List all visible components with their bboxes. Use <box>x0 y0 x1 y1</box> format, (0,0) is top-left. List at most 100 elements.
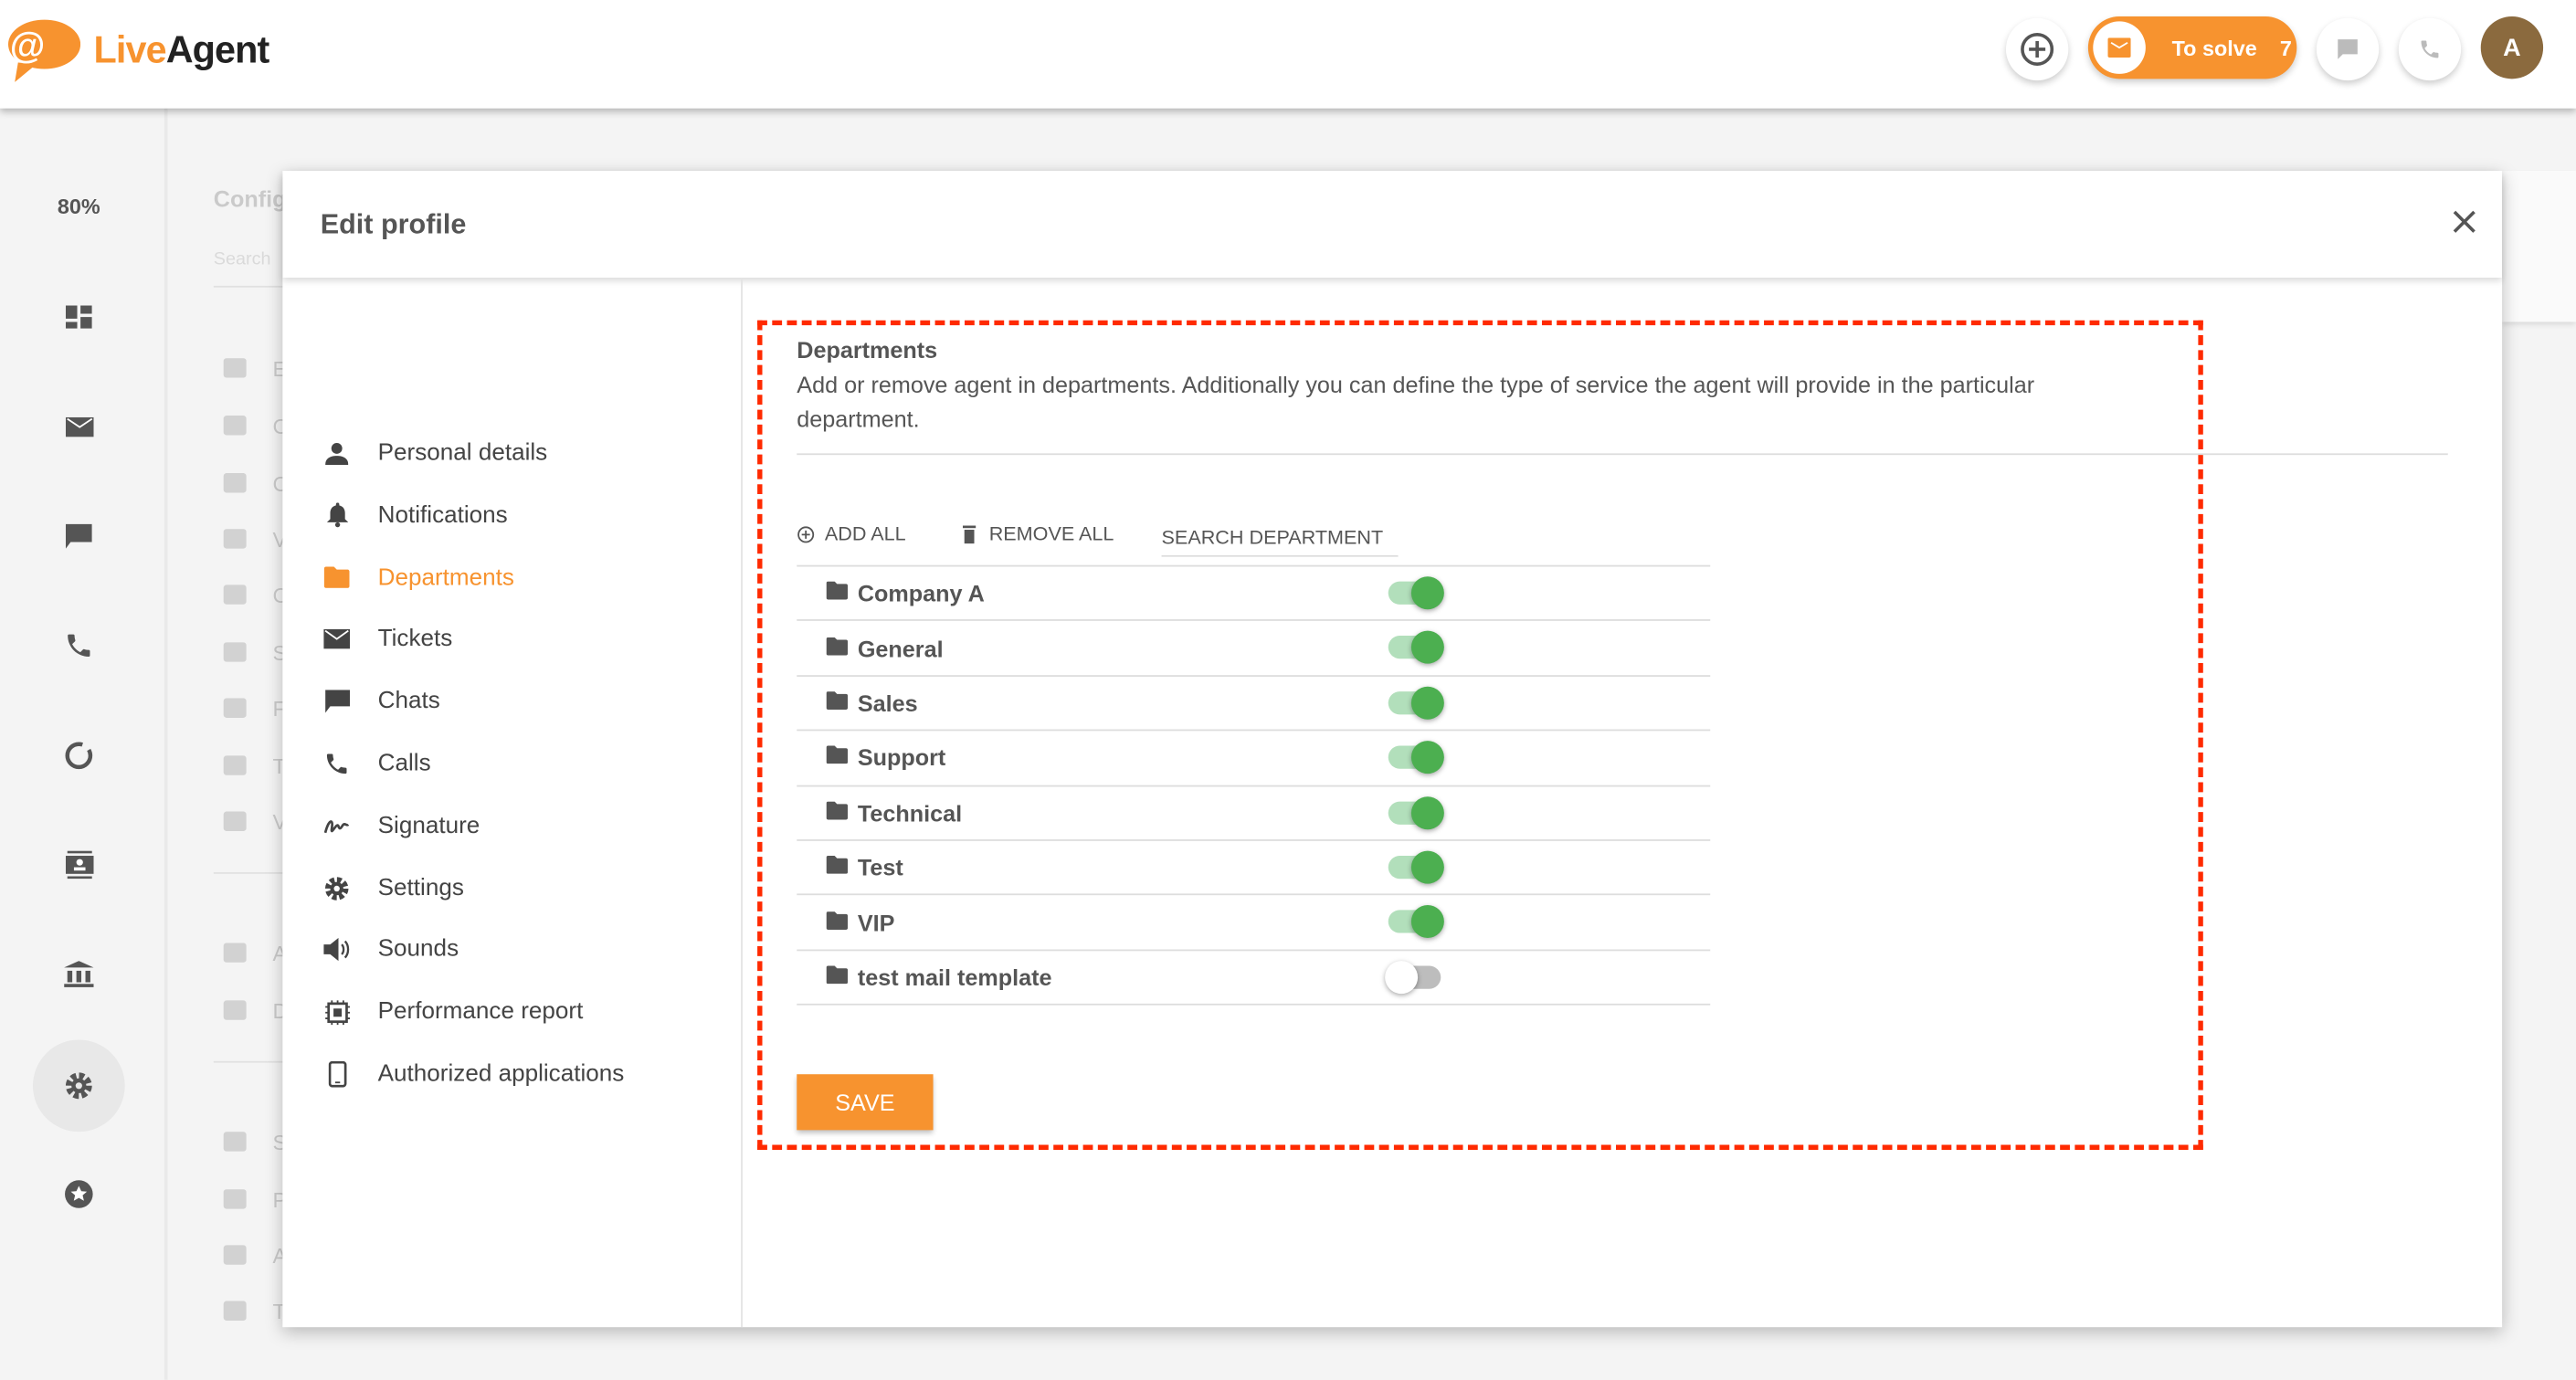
nav-item-signature[interactable]: Signature <box>322 806 480 846</box>
nav-item-tickets[interactable]: Tickets <box>322 620 452 659</box>
bell-icon <box>322 500 352 530</box>
config-item[interactable]: C <box>223 578 288 611</box>
twitter-icon <box>223 755 247 775</box>
knowledgebase-icon[interactable] <box>54 950 103 999</box>
config-item[interactable]: V <box>223 522 287 555</box>
remove-all-label: REMOVE ALL <box>988 521 1114 546</box>
config-item[interactable]: D <box>223 994 288 1027</box>
nav-item-label: Sounds <box>377 936 459 964</box>
department-toggle[interactable] <box>1388 686 1444 720</box>
nav-item-label: Signature <box>377 812 480 839</box>
section-title: Departments <box>797 336 938 363</box>
slack-icon <box>223 642 247 662</box>
agents-icon <box>223 943 247 963</box>
department-toggle[interactable] <box>1388 631 1444 665</box>
to-solve-button[interactable]: To solve 7 <box>2087 16 2297 79</box>
config-item[interactable]: T <box>223 749 286 782</box>
phone-device-icon <box>322 1059 352 1089</box>
department-toggle[interactable] <box>1385 960 1441 994</box>
department-toggle[interactable] <box>1388 795 1444 829</box>
highlight-box <box>757 320 2203 1150</box>
config-title: Config <box>213 185 287 213</box>
chat-icon <box>322 687 352 716</box>
nav-item-performance-report[interactable]: Performance report <box>322 993 584 1032</box>
chat-icon <box>2338 39 2358 59</box>
search-department-input[interactable] <box>1161 519 1399 557</box>
chat-icon[interactable] <box>54 511 103 560</box>
chat-status-button[interactable] <box>2316 17 2380 81</box>
folder-icon <box>826 908 849 937</box>
settings-icon[interactable] <box>54 1061 103 1111</box>
zoom-level[interactable]: 80% <box>57 194 100 219</box>
to-solve-count: 7 <box>2279 35 2292 60</box>
config-item[interactable]: T <box>223 1294 286 1327</box>
department-name: Test <box>857 854 903 881</box>
phone-icon <box>2421 40 2439 58</box>
save-button[interactable]: SAVE <box>797 1074 934 1131</box>
background-panel <box>2502 171 2576 322</box>
department-name: Technical <box>857 799 963 827</box>
nav-item-authorized-applications[interactable]: Authorized applications <box>322 1055 624 1094</box>
nav-item-settings[interactable]: Settings <box>322 869 464 908</box>
add-all-label: ADD ALL <box>824 521 906 546</box>
department-toggle[interactable] <box>1388 576 1444 610</box>
config-item[interactable]: A <box>223 936 287 969</box>
folder-icon <box>826 853 849 882</box>
call-status-button[interactable] <box>2398 17 2462 81</box>
person-icon <box>322 438 352 468</box>
folder-icon <box>826 798 849 827</box>
dashboard-icon[interactable] <box>54 292 103 342</box>
nav-item-label: Notifications <box>377 501 508 529</box>
plus-circle-icon <box>2021 32 2054 66</box>
nav-item-chats[interactable]: Chats <box>322 682 440 722</box>
department-name: Sales <box>857 690 918 717</box>
mail-icon[interactable] <box>54 403 103 452</box>
department-toggle[interactable] <box>1388 905 1444 939</box>
reports-icon[interactable] <box>54 731 103 780</box>
divider <box>213 872 312 874</box>
divider <box>213 285 312 288</box>
liveagent-logo[interactable]: @ LiveAgent <box>5 16 269 82</box>
config-item[interactable]: A <box>223 1238 287 1271</box>
department-name: Company A <box>857 580 985 606</box>
signature-icon <box>322 811 352 840</box>
user-avatar[interactable]: A <box>2480 16 2544 79</box>
phone-icon[interactable] <box>54 621 103 670</box>
nav-item-label: Calls <box>377 750 431 777</box>
nav-item-personal-details[interactable]: Personal details <box>322 434 548 473</box>
modal-title: Edit profile <box>320 208 467 240</box>
phone-icon <box>223 585 247 605</box>
avatar-initial: A <box>2503 33 2521 62</box>
folder-icon <box>826 689 849 718</box>
config-item[interactable]: S <box>223 636 287 669</box>
department-toggle[interactable] <box>1388 850 1444 884</box>
remove-all-button[interactable]: REMOVE ALL <box>962 521 1114 546</box>
plugins-icon[interactable] <box>54 1170 103 1219</box>
logo-text-live: Live <box>93 26 167 70</box>
plus-circle-icon <box>797 525 815 543</box>
config-item[interactable]: E <box>223 352 287 385</box>
config-item[interactable]: C <box>223 409 288 442</box>
folder-icon <box>223 1000 247 1020</box>
contacts-icon[interactable] <box>54 839 103 889</box>
config-item[interactable]: P <box>223 1183 287 1216</box>
department-name: VIP <box>857 909 895 936</box>
nav-item-label: Performance report <box>377 998 584 1026</box>
config-search[interactable]: Search <box>213 249 271 269</box>
config-item[interactable]: F <box>223 691 286 724</box>
add-all-button[interactable]: ADD ALL <box>797 521 906 546</box>
speaker-icon <box>322 935 352 964</box>
config-item[interactable]: V <box>223 805 287 837</box>
add-new-button[interactable] <box>2005 17 2069 81</box>
config-item[interactable]: C <box>223 467 288 500</box>
nav-item-label: Personal details <box>377 439 548 467</box>
nav-item-calls[interactable]: Calls <box>322 744 431 784</box>
nav-item-sounds[interactable]: Sounds <box>322 931 459 970</box>
gear-icon <box>322 873 352 902</box>
nav-item-departments[interactable]: Departments <box>322 558 514 597</box>
department-toggle[interactable] <box>1388 741 1444 774</box>
close-button[interactable] <box>2448 205 2481 238</box>
config-item[interactable]: S <box>223 1125 287 1158</box>
video-icon <box>223 529 247 549</box>
nav-item-notifications[interactable]: Notifications <box>322 496 508 535</box>
